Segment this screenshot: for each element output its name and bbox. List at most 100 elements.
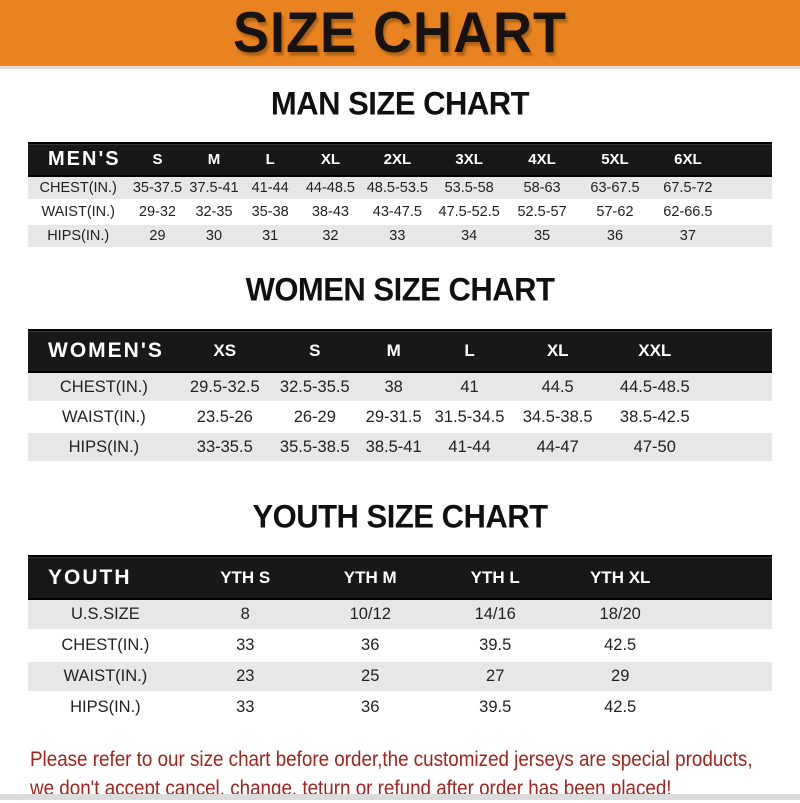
value-cell: 41-44	[241, 176, 299, 201]
size-column-header: YTH S	[182, 555, 308, 600]
value-cell: 33	[182, 630, 308, 662]
size-column-header: S	[269, 329, 360, 373]
value-cell: 35-37.5	[128, 176, 187, 201]
table-title-cell: YOUTH	[28, 555, 183, 600]
size-column-header: YTH XL	[557, 555, 683, 600]
size-header-row: YOUTH YTH S YTH M YTH L YTH XL	[28, 555, 772, 600]
value-cell: 38	[359, 372, 428, 403]
row-spacer	[705, 402, 772, 433]
size-column-header: 6XL	[651, 142, 725, 177]
value-cell: 36	[578, 224, 652, 249]
size-column-header: XL	[511, 329, 604, 373]
size-column-header: S	[128, 142, 187, 177]
header-spacer	[682, 555, 772, 600]
size-column-header: XL	[298, 142, 363, 177]
value-cell: 44.5	[511, 372, 604, 403]
row-label: CHEST(IN.)	[28, 630, 183, 662]
value-cell: 44-47	[511, 432, 604, 463]
size-header-row: MEN'S S M L XL 2XL 3XL 4XL 5XL 6XL	[28, 142, 772, 177]
value-cell: 23	[182, 661, 308, 693]
value-cell: 33	[182, 692, 308, 724]
header-spacer	[705, 329, 772, 373]
row-spacer	[682, 630, 772, 662]
value-cell: 29-32	[128, 200, 187, 225]
value-cell: 47-50	[603, 432, 706, 463]
size-column-header: 2XL	[362, 142, 433, 177]
value-cell: 44.5-48.5	[603, 372, 706, 403]
value-cell: 47.5-52.5	[432, 200, 506, 225]
value-cell: 41	[427, 372, 512, 403]
order-disclaimer: Please refer to our size chart before or…	[0, 745, 800, 803]
women-size-table: WOMEN'S XS S M L XL XXL CHEST(IN.) 29.5-32.5 32.5…	[28, 329, 772, 463]
row-label: CHEST(IN.)	[28, 176, 129, 201]
value-cell: 44-48.5	[298, 176, 363, 201]
row-label: HIPS(IN.)	[28, 432, 180, 463]
value-cell: 67.5-72	[651, 176, 725, 201]
table-title-cell: MEN'S	[28, 142, 129, 177]
size-column-header: XS	[179, 329, 270, 373]
size-column-header: M	[359, 329, 428, 373]
measurement-row: WAIST(IN.) 29-32 32-35 35-38 38-43 43-47.5 47.…	[28, 200, 772, 225]
value-cell: 23.5-26	[179, 402, 270, 433]
row-spacer	[682, 661, 772, 693]
measurement-row: HIPS(IN.) 33-35.5 35.5-38.5 38.5-41 41-44 44-…	[28, 432, 772, 463]
value-cell: 27	[432, 661, 558, 693]
value-cell: 29-31.5	[359, 402, 428, 433]
size-column-header: 5XL	[578, 142, 652, 177]
size-column-header: YTH M	[307, 555, 433, 600]
row-spacer	[705, 432, 772, 463]
value-cell: 37.5-41	[186, 176, 242, 201]
value-cell: 29	[557, 661, 683, 693]
value-cell: 42.5	[557, 692, 683, 724]
youth-size-table: YOUTH YTH S YTH M YTH L YTH XL U.S.SIZE 8 10/12…	[28, 555, 772, 724]
value-cell: 52.5-57	[505, 200, 579, 225]
size-chart-banner: SIZE CHART	[0, 0, 800, 69]
value-cell: 30	[186, 224, 242, 249]
row-label: HIPS(IN.)	[28, 692, 183, 724]
row-label: CHEST(IN.)	[28, 372, 180, 403]
value-cell: 10/12	[307, 599, 433, 631]
value-cell: 35.5-38.5	[269, 432, 360, 463]
value-cell: 14/16	[432, 599, 558, 631]
value-cell: 32-35	[186, 200, 242, 225]
women-section-heading: WOMEN SIZE CHART	[245, 271, 555, 308]
value-cell: 34.5-38.5	[511, 402, 604, 433]
row-label: HIPS(IN.)	[28, 224, 129, 249]
value-cell: 38-43	[298, 200, 363, 225]
size-column-header: M	[186, 142, 242, 177]
value-cell: 39.5	[432, 630, 558, 662]
value-cell: 31	[241, 224, 299, 249]
value-cell: 57-62	[578, 200, 652, 225]
value-cell: 18/20	[557, 599, 683, 631]
measurement-row: CHEST(IN.) 29.5-32.5 32.5-35.5 38 41 44.5 44.5…	[28, 372, 772, 403]
value-cell: 36	[307, 692, 433, 724]
value-cell: 34	[432, 224, 506, 249]
value-cell: 32	[298, 224, 363, 249]
men-size-table: MEN'S S M L XL 2XL 3XL 4XL 5XL 6XL CHEST(IN.) 35-37…	[28, 142, 772, 249]
disclaimer-line-1: Please refer to our size chart before or…	[30, 747, 753, 771]
size-header-row: WOMEN'S XS S M L XL XXL	[28, 329, 772, 373]
value-cell: 63-67.5	[578, 176, 652, 201]
value-cell: 58-63	[505, 176, 579, 201]
value-cell: 31.5-34.5	[427, 402, 512, 433]
row-spacer	[705, 372, 772, 403]
value-cell: 36	[307, 630, 433, 662]
value-cell: 8	[182, 599, 308, 631]
size-column-header: L	[241, 142, 299, 177]
value-cell: 39.5	[432, 692, 558, 724]
value-cell: 32.5-35.5	[269, 372, 360, 403]
value-cell: 25	[307, 661, 433, 693]
value-cell: 38.5-42.5	[603, 402, 706, 433]
size-column-header: L	[427, 329, 512, 373]
header-spacer	[724, 142, 772, 177]
page-bottom-edge	[0, 794, 800, 800]
size-column-header: XXL	[603, 329, 706, 373]
value-cell: 62-66.5	[651, 200, 725, 225]
banner-title: SIZE CHART	[233, 1, 567, 65]
value-cell: 37	[651, 224, 725, 249]
value-cell: 26-29	[269, 402, 360, 433]
row-spacer	[724, 224, 772, 249]
value-cell: 33-35.5	[179, 432, 270, 463]
row-label: WAIST(IN.)	[28, 402, 180, 433]
table-title-cell: WOMEN'S	[28, 329, 180, 373]
